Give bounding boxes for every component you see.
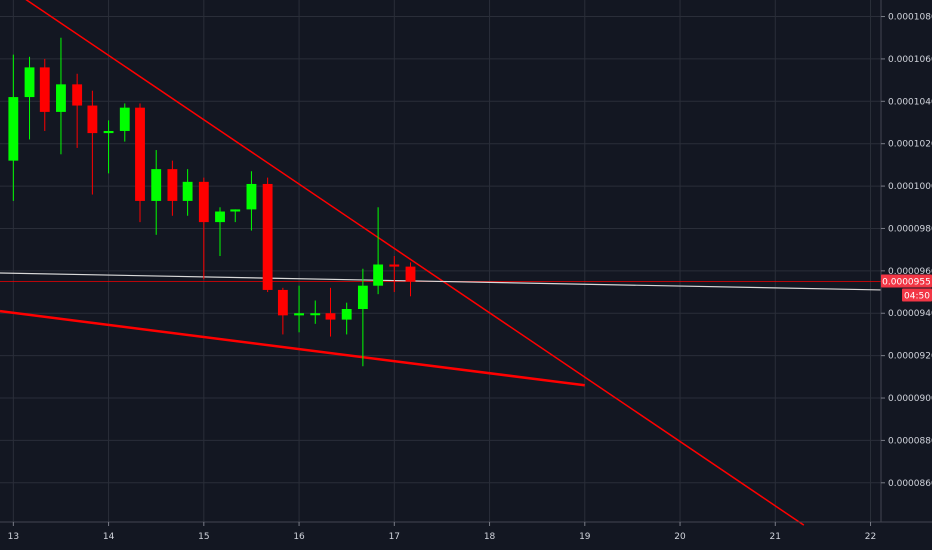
candle[interactable]	[87, 90, 98, 195]
last-price-label: 0.0000955	[882, 277, 931, 287]
price-tags: 0.0000955 04:50	[881, 274, 932, 302]
candle-body	[198, 181, 209, 223]
candle-body	[72, 84, 83, 106]
candle-body	[167, 169, 178, 201]
y-tick-label: 0.0001000	[888, 182, 932, 192]
candle[interactable]	[24, 56, 35, 140]
trendline-upper[interactable]	[23, 0, 805, 526]
candle-body	[277, 289, 288, 316]
candle-body	[103, 130, 114, 134]
candle-body	[310, 313, 321, 316]
price-axis[interactable]: 0.0001080 0.0001060 0.0001040 0.0001020 0.00…	[881, 13, 932, 489]
y-tick-label: 0.0000980	[888, 224, 932, 234]
candle[interactable]	[151, 150, 162, 235]
time-axis[interactable]: 13 14 15 16 17 18 19 20 21 22	[8, 522, 877, 542]
candle[interactable]	[341, 302, 352, 335]
candle-body	[24, 67, 35, 98]
candle-body	[135, 107, 145, 201]
x-tick-label: 20	[674, 532, 686, 542]
candle[interactable]	[262, 177, 273, 293]
candle[interactable]	[182, 169, 193, 216]
candle[interactable]	[277, 287, 288, 335]
candle-body	[56, 84, 66, 112]
candle[interactable]	[294, 285, 304, 333]
candle[interactable]	[56, 37, 66, 155]
countdown-label: 04:50	[904, 291, 930, 301]
candle[interactable]	[198, 177, 209, 280]
candle-body	[87, 105, 98, 134]
candle[interactable]	[325, 287, 336, 337]
candle[interactable]	[230, 209, 241, 223]
y-tick-label: 0.0001060	[888, 55, 932, 65]
x-tick-label: 19	[579, 532, 591, 542]
candle-body	[341, 309, 352, 320]
candle-body	[389, 264, 400, 267]
candle[interactable]	[39, 58, 50, 131]
candle-body	[373, 264, 384, 286]
x-tick-label: 22	[865, 532, 876, 542]
candle-body	[294, 313, 304, 316]
candles[interactable]	[8, 37, 416, 367]
candle[interactable]	[119, 103, 130, 142]
x-tick-label: 15	[198, 532, 209, 542]
candle-body	[325, 313, 336, 320]
y-tick-label: 0.0001020	[888, 140, 932, 150]
x-tick-label: 17	[389, 532, 400, 542]
candle[interactable]	[246, 171, 257, 231]
candle[interactable]	[405, 262, 416, 297]
candle[interactable]	[167, 160, 178, 216]
y-tick-label: 0.0000940	[888, 309, 932, 319]
x-tick-label: 14	[103, 532, 115, 542]
trendline-lower[interactable]	[0, 309, 585, 387]
candle-body	[246, 183, 257, 210]
x-tick-label: 16	[293, 532, 305, 542]
candle-body	[39, 67, 50, 112]
candle-body	[215, 211, 225, 223]
y-tick-label: 0.0000960	[888, 267, 932, 277]
y-tick-label: 0.0000860	[888, 479, 932, 489]
countdown-tag	[902, 288, 932, 302]
candle[interactable]	[389, 256, 400, 293]
candle[interactable]	[8, 54, 19, 201]
candle-body	[8, 97, 19, 161]
y-tick-label: 0.0000920	[888, 352, 932, 362]
candle-body	[357, 285, 368, 310]
candle[interactable]	[357, 268, 368, 367]
candle-body	[182, 181, 193, 201]
candle[interactable]	[135, 103, 145, 223]
last-price-tag	[881, 274, 932, 288]
x-tick-label: 21	[770, 532, 781, 542]
candle[interactable]	[72, 73, 83, 148]
x-tick-label: 18	[484, 532, 496, 542]
candle[interactable]	[103, 120, 114, 174]
y-tick-label: 0.0000900	[888, 394, 932, 404]
trendlines	[0, 0, 882, 526]
candle-body	[405, 266, 416, 282]
y-tick-label: 0.0001040	[888, 97, 932, 107]
y-tick-label: 0.0000880	[888, 436, 932, 446]
grid-lines	[0, 0, 881, 522]
candle-body	[262, 183, 273, 290]
candle[interactable]	[310, 300, 321, 324]
x-tick-label: 13	[8, 532, 19, 542]
candle-body	[119, 107, 130, 131]
candle-body	[151, 169, 162, 201]
candle-body	[230, 209, 241, 212]
trendline-horizontal[interactable]	[0, 272, 882, 291]
candle[interactable]	[215, 207, 225, 257]
candle[interactable]	[373, 207, 384, 295]
y-tick-label: 0.0001080	[888, 13, 932, 23]
